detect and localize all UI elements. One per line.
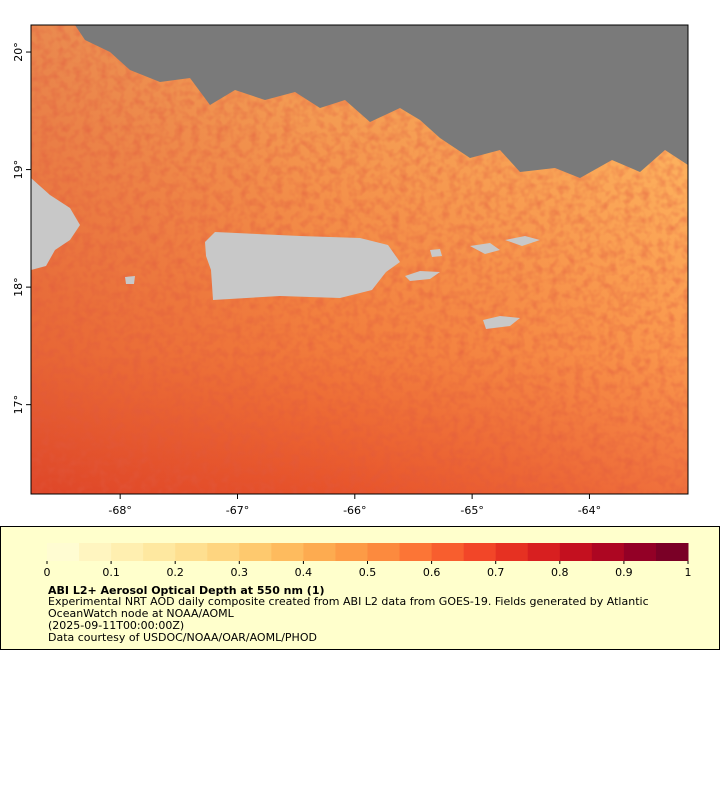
y-tick-label: 19°: [12, 160, 25, 180]
colorbar-swatch: [399, 543, 433, 561]
colorbar-tick-label: 0.6: [423, 566, 441, 579]
colorbar-tick-label: 0.2: [166, 566, 184, 579]
x-tick-label: -67°: [226, 504, 249, 517]
colorbar-swatch: [111, 543, 144, 561]
x-tick-label: -64°: [578, 504, 601, 517]
legend-line: Data courtesy of USDOC/NOAA/OAR/AOML/PHO…: [48, 631, 317, 644]
y-tick-label: 17°: [12, 395, 25, 415]
colorbar-swatch: [527, 543, 561, 561]
colorbar-tick-label: 0.4: [295, 566, 313, 579]
colorbar-tick-label: 0.1: [102, 566, 120, 579]
colorbar-swatch: [335, 543, 368, 561]
legend-line: Experimental NRT AOD daily composite cre…: [48, 595, 649, 608]
x-tick-label: -66°: [343, 504, 366, 517]
colorbar-tick-label: 0.3: [231, 566, 249, 579]
y-tick-label: 20°: [12, 42, 25, 62]
colorbar-swatch: [591, 543, 625, 561]
colorbar-swatch: [431, 543, 465, 561]
y-tick-label: 18°: [12, 277, 25, 297]
colorbar-tick-label: 0.8: [551, 566, 569, 579]
map-image: [31, 25, 688, 494]
colorbar-swatch: [367, 543, 401, 561]
legend-line: (2025-09-11T00:00:00Z): [48, 619, 184, 632]
x-tick-label: -65°: [460, 504, 483, 517]
colorbar-swatch: [239, 543, 272, 561]
colorbar-swatch: [559, 543, 593, 561]
colorbar-swatch: [47, 543, 80, 561]
colorbar-swatch: [143, 543, 176, 561]
colorbar-swatch: [207, 543, 240, 561]
colorbar-swatch: [655, 543, 689, 561]
legend-line: OceanWatch node at NOAA/AOML: [48, 607, 235, 620]
colorbar-swatch: [303, 543, 336, 561]
colorbar-tick-label: 1: [685, 566, 692, 579]
colorbar-swatch: [623, 543, 657, 561]
x-tick-label: -68°: [108, 504, 131, 517]
colorbar-tick-label: 0.5: [359, 566, 377, 579]
colorbar-tick-label: 0.7: [487, 566, 505, 579]
colorbar-swatch: [463, 543, 497, 561]
colorbar-swatch: [271, 543, 304, 561]
colorbar-swatch: [175, 543, 208, 561]
colorbar-tick-label: 0.9: [615, 566, 633, 579]
colorbar-swatch: [79, 543, 112, 561]
colorbar-tick-label: 0: [44, 566, 51, 579]
legend-title: ABI L2+ Aerosol Optical Depth at 550 nm …: [48, 584, 325, 597]
map-frame: [30, 24, 689, 495]
colorbar-swatch: [495, 543, 529, 561]
